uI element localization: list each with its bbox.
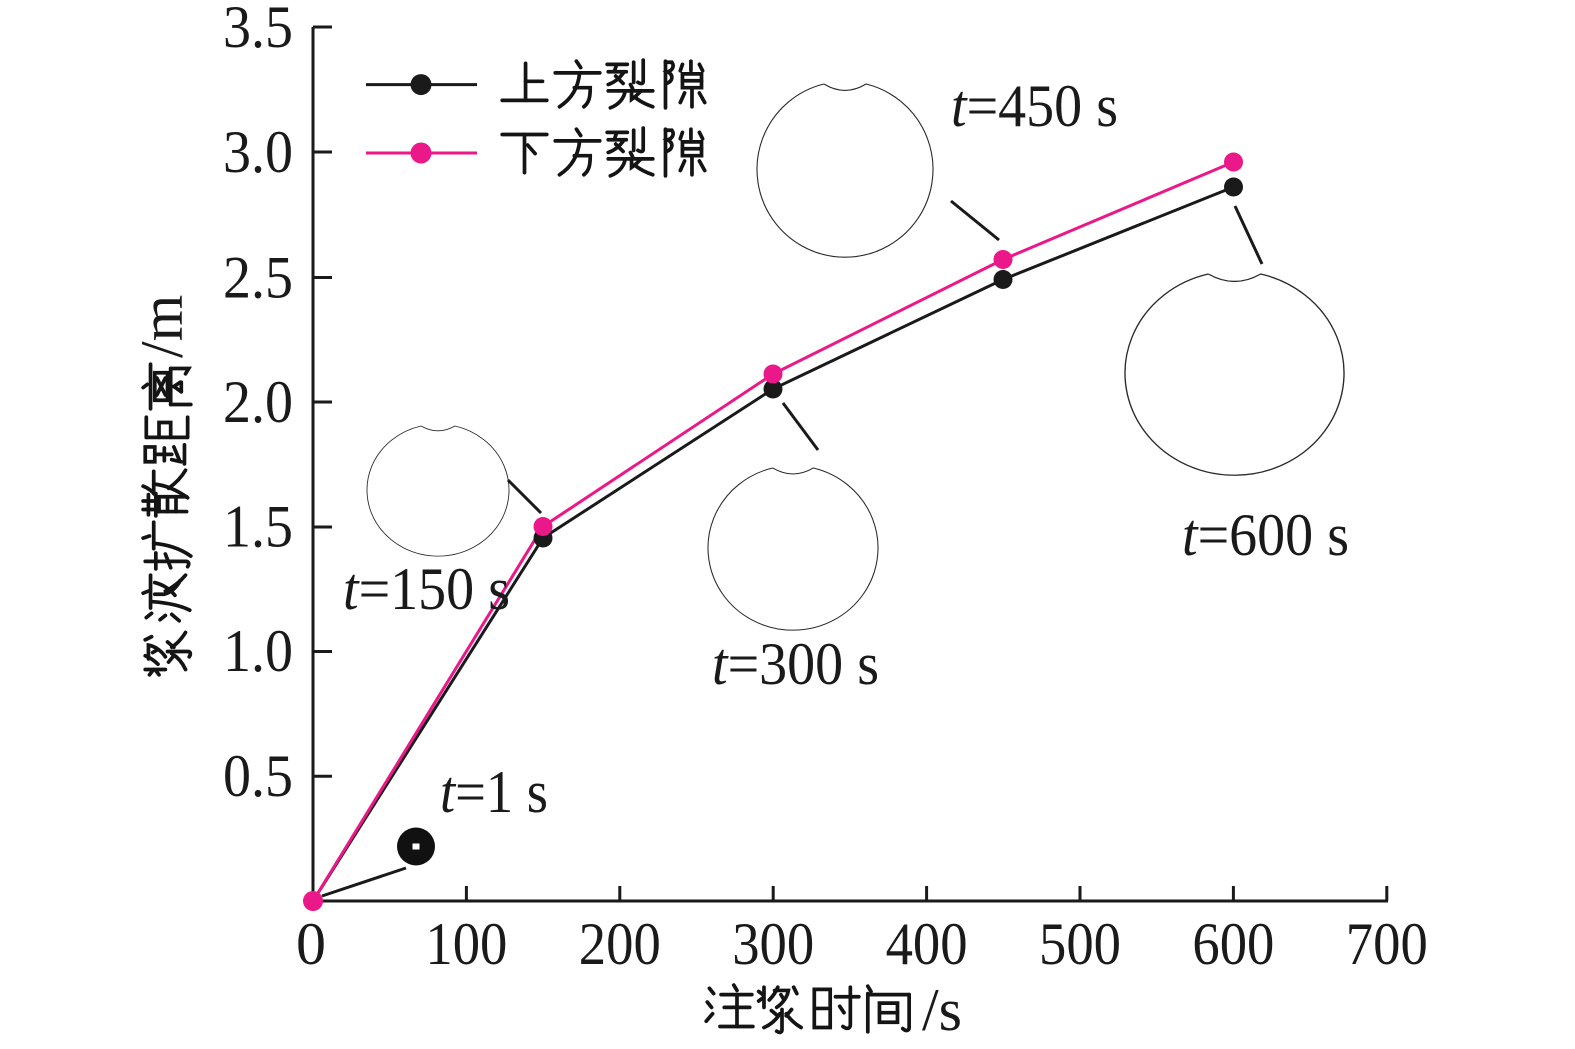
svg-text:/m: /m <box>129 295 195 358</box>
svg-text:1.0: 1.0 <box>223 618 293 684</box>
svg-text:/s: /s <box>922 977 962 1043</box>
svg-text:t=300 s: t=300 s <box>712 631 879 697</box>
svg-text:3.0: 3.0 <box>223 119 293 185</box>
svg-text:700: 700 <box>1346 911 1428 977</box>
svg-text:t=450 s: t=450 s <box>951 73 1118 139</box>
svg-text:t=1 s: t=1 s <box>440 759 548 825</box>
svg-text:t=600 s: t=600 s <box>1182 502 1349 568</box>
svg-text:500: 500 <box>1039 911 1121 977</box>
svg-text:600: 600 <box>1192 911 1274 977</box>
svg-text:100: 100 <box>425 911 507 977</box>
svg-text:3.5: 3.5 <box>223 0 293 60</box>
svg-text:0.5: 0.5 <box>223 743 293 809</box>
svg-text:400: 400 <box>886 911 968 977</box>
svg-text:t=150 s: t=150 s <box>343 556 510 622</box>
svg-text:0: 0 <box>296 911 326 977</box>
svg-text:300: 300 <box>732 911 814 977</box>
svg-text:2.5: 2.5 <box>223 245 293 311</box>
svg-text:1.5: 1.5 <box>223 494 293 560</box>
svg-text:2.0: 2.0 <box>223 369 293 435</box>
svg-text:200: 200 <box>579 911 661 977</box>
